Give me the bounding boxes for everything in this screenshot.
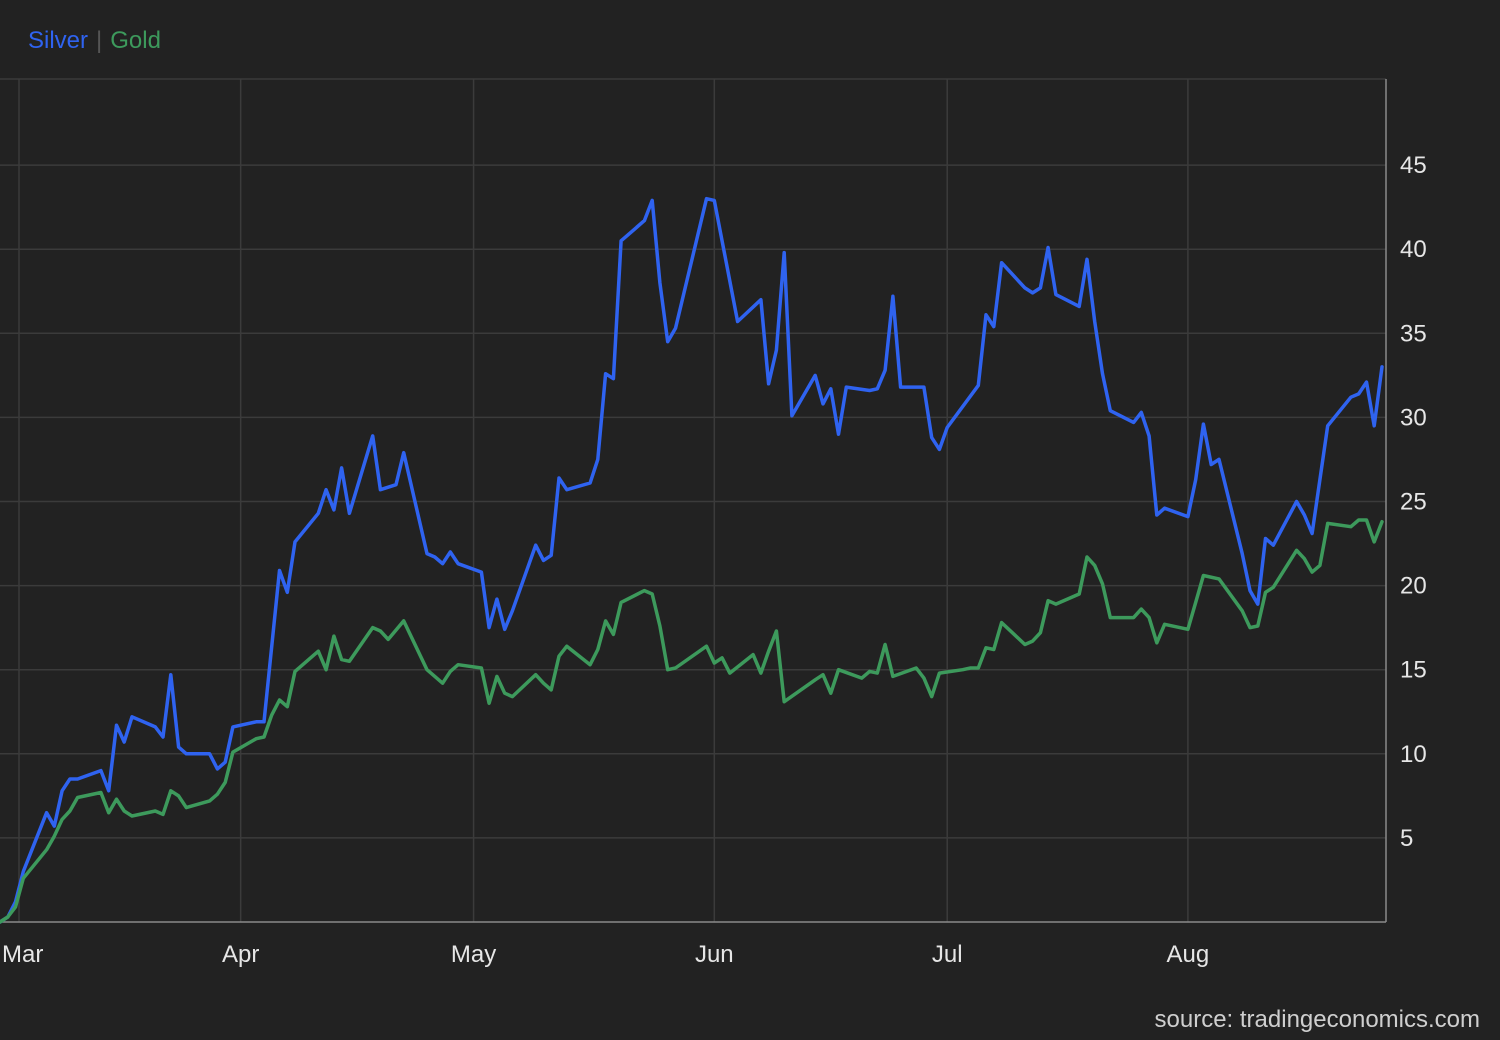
source-attribution: source: tradingeconomics.com xyxy=(1154,1006,1480,1033)
legend-silver[interactable]: Silver xyxy=(28,27,89,54)
x-tick-label: Aug xyxy=(1167,941,1210,968)
y-tick-label: 45 xyxy=(1400,152,1427,179)
y-tick-label: 40 xyxy=(1400,236,1427,263)
y-tick-label: 30 xyxy=(1400,404,1427,431)
y-tick-label: 15 xyxy=(1400,657,1427,684)
grid xyxy=(0,78,1386,922)
y-tick-label: 10 xyxy=(1400,741,1427,768)
axes xyxy=(0,79,1387,923)
x-tick-label: Jul xyxy=(932,941,963,968)
series-lines xyxy=(0,196,1384,924)
legend-separator: | xyxy=(96,27,103,54)
y-tick-label: 25 xyxy=(1400,489,1427,516)
tick-labels: 5 10 15 20 25 30 35 40 45 Mar Apr May Jun Jul Aug xyxy=(2,152,1427,968)
y-tick-label: 20 xyxy=(1400,573,1427,600)
legend: Silver | Gold xyxy=(28,26,161,56)
legend-gold[interactable]: Gold xyxy=(110,27,161,54)
x-tick-label: Apr xyxy=(222,941,259,968)
x-tick-label: May xyxy=(451,941,496,968)
series-line-silver[interactable] xyxy=(0,196,1384,924)
x-tick-label: Jun xyxy=(695,941,734,968)
x-tick-label: Mar xyxy=(2,941,43,968)
series-line-gold[interactable] xyxy=(0,518,1384,924)
y-tick-label: 5 xyxy=(1400,825,1413,852)
y-tick-label: 35 xyxy=(1400,320,1427,347)
